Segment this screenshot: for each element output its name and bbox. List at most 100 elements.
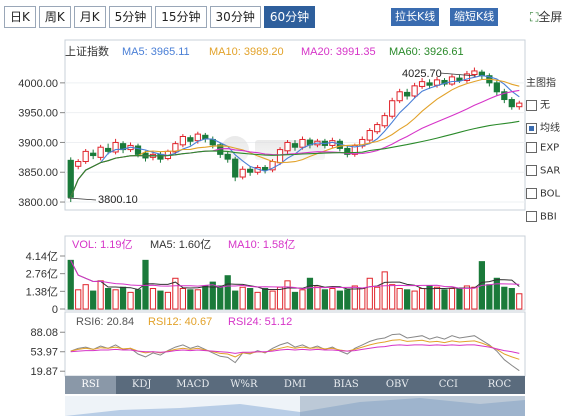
option-checkbox[interactable] bbox=[526, 142, 537, 153]
volume-bar bbox=[441, 289, 448, 310]
volume-bar bbox=[448, 288, 456, 310]
volume-bar bbox=[239, 286, 246, 310]
candle-body bbox=[284, 141, 291, 152]
rsi-y-tick-label: 19.87 bbox=[30, 366, 58, 378]
candle-body bbox=[493, 82, 500, 93]
volume-bar bbox=[291, 291, 299, 310]
volume-bar bbox=[164, 291, 172, 310]
main-indicator-option-1[interactable]: 均线 bbox=[526, 119, 560, 134]
volume-bar bbox=[75, 289, 82, 310]
volume-bar bbox=[202, 285, 209, 310]
overview-selection[interactable] bbox=[300, 396, 525, 416]
volume-bar bbox=[112, 289, 119, 310]
volume-bar bbox=[217, 285, 224, 310]
volume-bar bbox=[187, 289, 194, 310]
ma20-label: MA20: 3991.35 bbox=[301, 46, 376, 58]
option-label: 无 bbox=[540, 100, 550, 111]
indicator-tab-cci[interactable]: CCI bbox=[438, 379, 458, 390]
volume-bar bbox=[254, 291, 261, 310]
indicator-tab-roc[interactable]: ROC bbox=[487, 379, 512, 390]
volume-bar bbox=[224, 275, 231, 310]
indicator-tab-rsi[interactable]: RSI bbox=[65, 376, 117, 394]
option-checkbox[interactable] bbox=[526, 188, 537, 199]
main-indicator-option-3[interactable]: SAR bbox=[526, 165, 560, 177]
volume-bar bbox=[127, 291, 134, 310]
period-tabs: 日K 周K 月K 5分钟 15分钟 30分钟 60分钟 bbox=[4, 6, 316, 28]
main-y-tick-label: 3850.00 bbox=[18, 167, 58, 179]
volume-bar bbox=[366, 277, 373, 310]
candle-body bbox=[501, 91, 508, 101]
main-indicator-option-2[interactable]: EXP bbox=[526, 142, 559, 154]
rsi-y-tick-label: 88.08 bbox=[30, 327, 58, 339]
candle-body bbox=[179, 135, 186, 146]
period-tab-2[interactable]: 月K bbox=[73, 6, 106, 28]
main-indicator-option-0[interactable]: 无 bbox=[526, 96, 550, 111]
low-price-pointer bbox=[67, 197, 97, 201]
candle-body bbox=[247, 168, 254, 173]
volume-bar bbox=[179, 288, 186, 310]
candle-body bbox=[224, 153, 231, 160]
vol-ma10-line bbox=[70, 260, 520, 290]
volume-bar bbox=[172, 277, 179, 310]
volume-bar bbox=[426, 285, 433, 310]
candle-body bbox=[291, 143, 299, 148]
indicator-tab-dmi[interactable]: DMI bbox=[283, 379, 307, 390]
volume-bar bbox=[306, 277, 314, 310]
candle-body bbox=[157, 153, 164, 160]
period-tab-5[interactable]: 30分钟 bbox=[209, 6, 261, 28]
volume-bar bbox=[261, 288, 269, 310]
period-tab-4[interactable]: 15分钟 bbox=[155, 6, 207, 28]
volume-bar bbox=[501, 286, 508, 310]
candle-body bbox=[187, 137, 194, 142]
shorten-kline-button[interactable]: 缩短K线 bbox=[450, 8, 499, 26]
indicator-tab-macd[interactable]: MACD bbox=[176, 379, 210, 390]
vol-label: VOL: 1.19亿 bbox=[72, 238, 133, 251]
candle-body bbox=[261, 166, 269, 171]
indicator-tab-kdj[interactable]: KDJ bbox=[131, 379, 152, 390]
overview-area bbox=[65, 398, 525, 416]
option-checkbox[interactable] bbox=[526, 165, 537, 176]
option-label: EXP bbox=[540, 142, 560, 154]
volume-bar bbox=[471, 286, 478, 310]
indicator-tab-bias[interactable]: BIAS bbox=[333, 379, 359, 390]
candle-body bbox=[112, 141, 119, 153]
option-checkbox[interactable] bbox=[526, 99, 537, 111]
volume-bar bbox=[359, 288, 366, 310]
main-indicator-option-5[interactable]: BBI bbox=[526, 211, 557, 223]
volume-bar bbox=[269, 290, 276, 310]
candle-body bbox=[516, 102, 523, 108]
period-tab-6[interactable]: 60分钟 bbox=[263, 6, 316, 28]
rsi12-label: RSI12: 40.67 bbox=[148, 316, 212, 328]
option-label: SAR bbox=[540, 165, 561, 177]
volume-bar bbox=[493, 277, 500, 310]
candle-body bbox=[97, 146, 104, 158]
volume-bar bbox=[381, 271, 388, 310]
volume-bar bbox=[486, 284, 493, 310]
main-y-tick-label: 4000.00 bbox=[18, 78, 58, 90]
main-indicator-option-4[interactable]: BOL bbox=[526, 188, 560, 200]
volume-bar bbox=[157, 290, 164, 310]
rsi24-label: RSI24: 51.12 bbox=[228, 316, 292, 328]
volume-bar bbox=[516, 293, 523, 310]
candle-body bbox=[276, 149, 284, 164]
candle-body bbox=[396, 91, 403, 102]
period-tab-1[interactable]: 周K bbox=[38, 6, 71, 28]
candle-body bbox=[374, 124, 381, 133]
option-checkbox[interactable] bbox=[526, 122, 537, 134]
volume-bar bbox=[389, 284, 396, 310]
period-tab-3[interactable]: 5分钟 bbox=[108, 6, 153, 28]
option-checkbox[interactable] bbox=[526, 211, 537, 222]
period-tab-0[interactable]: 日K bbox=[4, 6, 36, 28]
vol-y-tick-label: 2.76亿 bbox=[26, 268, 58, 281]
volume-bar bbox=[418, 288, 426, 310]
main-panel-frame bbox=[64, 39, 526, 211]
extend-kline-button[interactable]: 拉长K线 bbox=[391, 8, 440, 26]
indicator-tab-obv[interactable]: OBV bbox=[385, 379, 409, 390]
fullscreen-button[interactable]: ⛶全屏 bbox=[530, 8, 562, 25]
ma60-line bbox=[70, 120, 520, 198]
volume-bar bbox=[67, 259, 74, 310]
main-y-tick-label: 3950.00 bbox=[18, 108, 58, 120]
candle-body bbox=[172, 143, 179, 153]
indicator-tab-wpctr[interactable]: W%R bbox=[230, 379, 258, 390]
